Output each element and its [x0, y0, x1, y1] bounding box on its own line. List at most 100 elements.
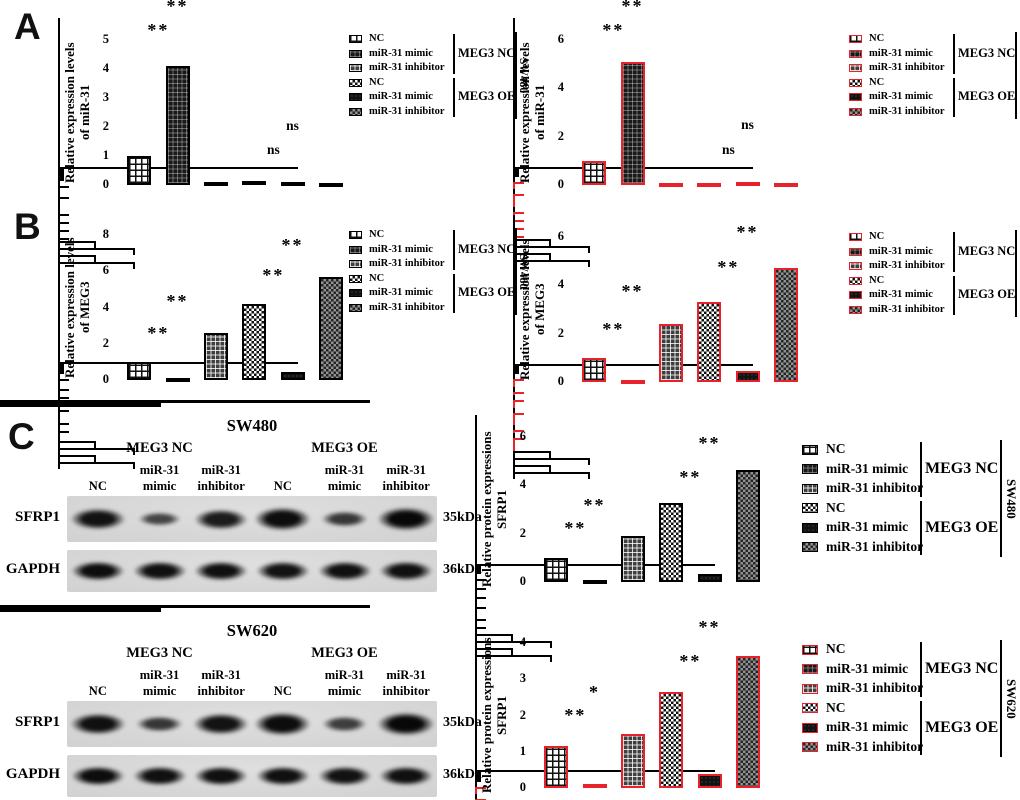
legend-group-label: MEG3 NC [958, 243, 1016, 258]
bar [773, 182, 798, 187]
x-tick-mark [513, 189, 515, 195]
y-axis-label-line: Relative expression levels [62, 237, 77, 378]
bar [582, 579, 607, 584]
y-tick-label: 5 [102, 32, 109, 46]
legend-swatch [349, 274, 362, 283]
legend-item-label: miR-31 inhibitor [869, 260, 945, 272]
protein-band [254, 712, 312, 736]
chart-sfrp1-sw480: Relative protein expressions SFRP1 0 2 4 6 ** *… [475, 415, 785, 663]
error-bar-cap [58, 431, 69, 434]
blot-lane-label: NC [64, 665, 132, 699]
error-bar-stem [58, 411, 60, 419]
y-tick-label: 0 [557, 374, 564, 388]
protein-band [70, 507, 126, 531]
x-tick-mark [58, 418, 60, 424]
error-bar-stem [513, 415, 515, 425]
error-bar-stem [58, 188, 60, 192]
legend-swatch [849, 291, 862, 300]
significance-label: ** [602, 318, 625, 339]
protein-band [255, 561, 310, 581]
x-tick-mark [513, 177, 515, 182]
blot-title-underline [0, 400, 370, 403]
legend-group-line [953, 77, 955, 117]
blot-lane-label-line: NC [88, 479, 107, 493]
legend-item-label: miR-31 mimic [869, 91, 933, 103]
protein-band [317, 766, 372, 786]
legend-swatch [802, 464, 818, 475]
error-bar-cap [58, 222, 69, 225]
legend-swatch [349, 93, 362, 102]
legend-item-label: miR-31 mimic [869, 289, 933, 301]
legend-item-label: miR-31 mimic [869, 245, 933, 257]
y-axis-line [475, 415, 477, 564]
x-tick-mark [475, 782, 477, 787]
significance-label: ** [281, 234, 304, 255]
error-bar-cap [513, 236, 524, 239]
bar [735, 371, 760, 382]
bar [127, 156, 152, 185]
y-tick-mark [58, 366, 64, 368]
legend-item-label: NC [369, 76, 385, 88]
legend-group-line [453, 77, 455, 117]
legend-group-line [953, 232, 955, 272]
significance-bracket [58, 440, 97, 448]
protein-band [132, 561, 187, 581]
bar [697, 573, 722, 582]
legend-group-line [453, 273, 455, 313]
chart-sfrp1-sw620: Relative protein expressions SFRP1 0 1 2 3 4 **… [475, 618, 785, 800]
legend-group-label: MEG3 OE [458, 89, 516, 104]
western-blot-sw480: SW480 MEG3 NC MEG3 OE NC miR-31 mimic miR-31 in… [0, 400, 510, 600]
y-tick-mark [513, 175, 519, 177]
y-tick-mark [475, 774, 481, 776]
legend-item-label: NC [869, 274, 885, 286]
legend-item-label: NC [369, 229, 385, 241]
legend-item-label: miR-31 inhibitor [826, 738, 924, 754]
blot-lane-label: miR-31 mimic [126, 665, 194, 699]
blot-lane-label-line: miR-31 [139, 668, 180, 682]
legend-item-label: miR-31 inhibitor [369, 62, 445, 74]
x-axis-line [475, 770, 715, 772]
significance-bracket [513, 451, 552, 458]
y-tick-label: 0 [102, 177, 109, 191]
protein-band [317, 561, 372, 581]
blot-lane-label: miR-31 mimic [311, 460, 379, 494]
blot-lane-label-line: NC [273, 479, 292, 493]
y-tick-mark [58, 364, 64, 366]
legend-swatch [849, 78, 862, 87]
legend-swatch [849, 262, 862, 271]
legend-cellline-label: SW480 [517, 57, 529, 94]
bar [582, 783, 607, 788]
protein-band [321, 716, 368, 732]
legend-item-label: miR-31 inhibitor [369, 301, 445, 313]
significance-label: ** [717, 257, 740, 278]
y-tick-mark [513, 366, 519, 368]
legend-group-label: MEG3 OE [958, 89, 1016, 104]
legend-swatch [802, 644, 818, 655]
protein-band [377, 712, 436, 736]
y-tick-label: 3 [102, 90, 109, 104]
bar [773, 268, 798, 382]
legend-group-line [453, 230, 455, 270]
legend-group-label: MEG3 NC [925, 660, 999, 678]
error-bar-cap [475, 607, 486, 610]
y-tick-label: 4 [557, 277, 564, 292]
significance-label: ** [262, 264, 285, 285]
y-tick-mark [58, 370, 64, 372]
x-tick-mark [513, 374, 515, 379]
protein-band [194, 766, 249, 786]
error-bar-stem [513, 431, 515, 434]
blot-group-label: MEG3 OE [311, 440, 378, 456]
error-bar-cap [513, 212, 524, 215]
bar [242, 181, 267, 186]
bar [582, 357, 607, 382]
y-tick-label: 0 [519, 780, 526, 794]
y-tick-mark [475, 780, 481, 782]
legend-item-label: miR-31 inhibitor [869, 303, 945, 315]
legend-sfrp1-sw480: NC miR-31 mimic miR-31 inhibitor NC miR-31 m… [796, 440, 1019, 561]
bar [735, 181, 760, 186]
legend-swatch [849, 305, 862, 314]
kda-label: 36kDa [443, 562, 482, 577]
blot-lane-label-line: inhibitor [197, 479, 245, 493]
y-tick-label: 0 [557, 177, 564, 191]
y-axis-label-line: Relative protein expressions [479, 637, 494, 794]
